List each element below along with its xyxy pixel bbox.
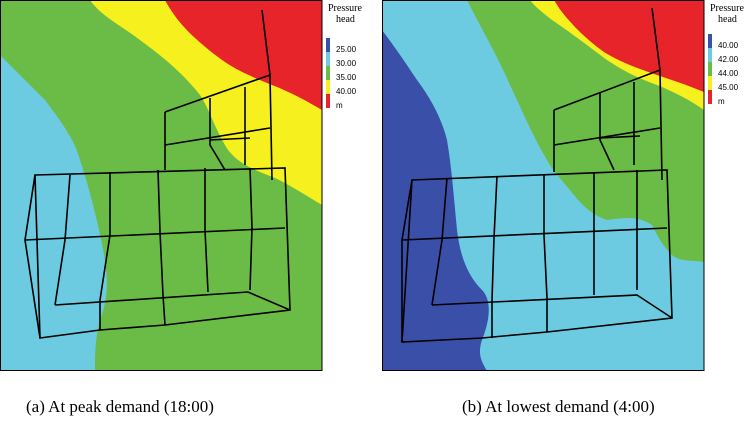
- legend-label: 40.00: [718, 41, 739, 50]
- legend-swatch: [708, 76, 712, 90]
- legend-swatch: [708, 48, 712, 62]
- legend-title: Pressure: [710, 3, 744, 14]
- legend-swatch: [326, 52, 330, 66]
- legend-label: 40.00: [336, 87, 357, 96]
- legend-label: 44.00: [718, 69, 739, 78]
- legend-swatch: [326, 38, 330, 52]
- legend-label: 25.00: [336, 45, 357, 54]
- legend-unit: m: [718, 97, 725, 106]
- legend-swatch: [326, 66, 330, 80]
- legend-label: 45.00: [718, 83, 739, 92]
- map-panel-peak-demand: Pressure head 25.00 30.00 35.00 40.00 m: [0, 0, 372, 371]
- legend-swatch: [708, 62, 712, 76]
- legend-swatch: [708, 90, 712, 104]
- caption-lowest-demand: (b) At lowest demand (4:00): [462, 397, 655, 417]
- map-panel-lowest-demand: Pressure head 40.00 42.00 44.00 45.00 m: [382, 0, 754, 371]
- legend-title-line2: head: [336, 14, 355, 25]
- legend-title: Pressure: [328, 3, 362, 14]
- legend-label: 35.00: [336, 73, 357, 82]
- legend-swatch: [708, 34, 712, 48]
- legend-swatch: [326, 94, 330, 108]
- legend-swatch: [326, 80, 330, 94]
- legend-unit: m: [336, 101, 343, 110]
- pressure-map-lowest: Pressure head 40.00 42.00 44.00 45.00 m: [382, 0, 754, 371]
- legend-title-line2: head: [718, 14, 737, 25]
- caption-peak-demand: (a) At peak demand (18:00): [26, 397, 214, 417]
- legend-label: 42.00: [718, 55, 739, 64]
- pressure-map-peak: Pressure head 25.00 30.00 35.00 40.00 m: [0, 0, 372, 371]
- legend-label: 30.00: [336, 59, 357, 68]
